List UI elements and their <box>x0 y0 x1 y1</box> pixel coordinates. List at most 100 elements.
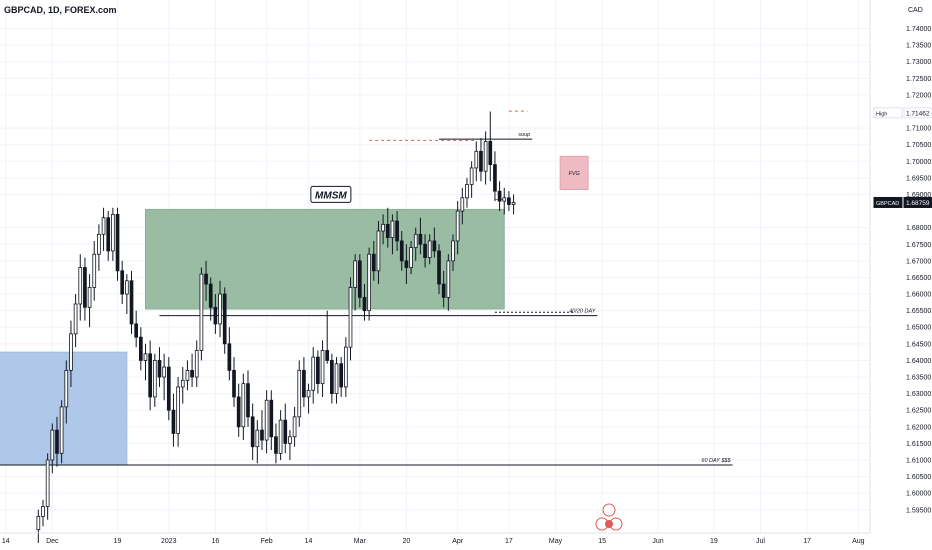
candle[interactable] <box>330 353 334 404</box>
candle[interactable] <box>423 234 427 268</box>
candle[interactable] <box>381 214 385 245</box>
candle[interactable] <box>409 240 413 275</box>
candle[interactable] <box>418 217 423 255</box>
candle[interactable] <box>260 410 264 451</box>
candle[interactable] <box>451 234 455 271</box>
candle[interactable] <box>255 420 260 464</box>
candle[interactable] <box>511 194 516 215</box>
candle[interactable] <box>469 161 474 198</box>
candle[interactable] <box>250 403 255 460</box>
candle[interactable] <box>97 224 101 271</box>
candle[interactable] <box>171 393 176 447</box>
candle[interactable] <box>357 254 362 308</box>
candle[interactable] <box>278 410 283 460</box>
candle[interactable] <box>176 377 180 447</box>
candle[interactable] <box>288 430 292 460</box>
candle[interactable] <box>343 337 348 397</box>
candle[interactable] <box>413 227 418 261</box>
candle[interactable] <box>437 244 441 295</box>
candle[interactable] <box>204 260 208 301</box>
candle[interactable] <box>129 270 134 334</box>
candle[interactable] <box>190 353 194 387</box>
candle[interactable] <box>325 310 330 364</box>
candle[interactable] <box>111 207 115 261</box>
candle[interactable] <box>302 357 306 407</box>
candle[interactable] <box>138 327 143 371</box>
candle[interactable] <box>460 187 465 225</box>
candle[interactable] <box>73 294 78 348</box>
candle[interactable] <box>199 267 204 361</box>
candle[interactable] <box>45 453 50 520</box>
candle[interactable] <box>148 340 152 411</box>
candle[interactable] <box>143 343 148 381</box>
candle[interactable] <box>348 277 353 361</box>
candle[interactable] <box>227 327 232 381</box>
candle[interactable] <box>441 270 446 308</box>
candle[interactable] <box>120 260 125 305</box>
candle[interactable] <box>371 240 376 281</box>
candle[interactable] <box>399 230 404 271</box>
candle[interactable] <box>236 383 241 437</box>
candle[interactable] <box>194 340 199 387</box>
candle[interactable] <box>465 177 469 208</box>
candle[interactable] <box>213 294 218 334</box>
candle[interactable] <box>316 350 320 394</box>
candle[interactable] <box>69 320 73 387</box>
candle[interactable] <box>115 207 120 281</box>
candle[interactable] <box>208 277 213 321</box>
candle[interactable] <box>269 390 274 451</box>
candle[interactable] <box>83 257 87 321</box>
candle[interactable] <box>297 360 302 427</box>
candle[interactable] <box>106 211 111 261</box>
candle[interactable] <box>64 360 69 424</box>
candle[interactable] <box>367 247 371 321</box>
candle[interactable] <box>390 214 395 255</box>
candle[interactable] <box>134 310 139 348</box>
candle[interactable] <box>339 357 344 397</box>
candle[interactable] <box>497 181 502 212</box>
candle[interactable] <box>180 367 185 404</box>
candle[interactable] <box>362 284 367 321</box>
candle[interactable] <box>92 240 97 301</box>
candle[interactable] <box>78 254 83 321</box>
candle[interactable] <box>376 221 381 285</box>
candle[interactable] <box>455 201 460 255</box>
candle[interactable] <box>353 254 358 311</box>
candle[interactable] <box>50 423 55 474</box>
candle[interactable] <box>502 187 507 215</box>
candle[interactable] <box>59 400 64 464</box>
candle[interactable] <box>101 207 106 251</box>
candle[interactable] <box>36 509 41 543</box>
candle[interactable] <box>427 234 432 265</box>
candle[interactable] <box>404 244 409 285</box>
candle[interactable] <box>488 111 493 182</box>
candle[interactable] <box>185 360 190 391</box>
candle[interactable] <box>479 138 483 182</box>
candle[interactable] <box>306 383 311 414</box>
candle[interactable] <box>283 403 288 454</box>
candle[interactable] <box>218 280 222 338</box>
candle[interactable] <box>166 357 171 421</box>
candle[interactable] <box>241 373 246 441</box>
candle[interactable] <box>87 274 92 328</box>
candle[interactable] <box>493 151 497 202</box>
candle[interactable] <box>507 191 511 212</box>
candle[interactable] <box>55 416 59 467</box>
candle[interactable] <box>222 287 227 354</box>
candle[interactable] <box>432 227 437 258</box>
candle[interactable] <box>152 353 157 407</box>
candle[interactable] <box>157 347 162 387</box>
candle[interactable] <box>264 390 269 454</box>
candle[interactable] <box>125 274 129 314</box>
candle[interactable] <box>292 406 297 447</box>
candle[interactable] <box>162 353 166 401</box>
candle[interactable] <box>483 131 488 185</box>
candle[interactable] <box>446 254 451 311</box>
candle-layer[interactable] <box>36 111 516 543</box>
candle[interactable] <box>320 340 325 397</box>
candle[interactable] <box>385 207 390 248</box>
candle[interactable] <box>334 357 339 404</box>
candle[interactable] <box>395 211 399 251</box>
